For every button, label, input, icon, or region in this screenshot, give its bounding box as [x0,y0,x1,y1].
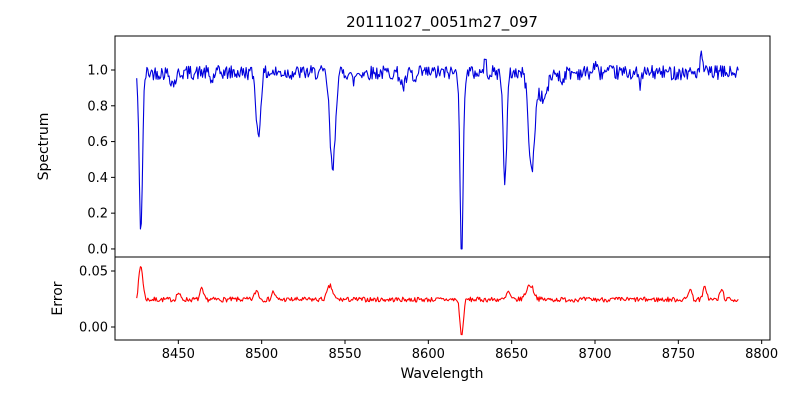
x-tick-label: 8750 [662,347,695,362]
x-tick-label: 8700 [578,347,611,362]
x-tick-label: 8600 [412,347,445,362]
y-tick-label: 0.4 [87,171,108,186]
x-axis-label: Wavelength [400,366,483,382]
y-tick-label: 1.0 [87,64,108,79]
y-tick-label: 0.8 [87,99,108,114]
y-tick-label: 0.00 [79,321,108,336]
x-tick-label: 8650 [495,347,528,362]
y-tick-label: 0.0 [87,242,108,257]
chart-title: 20111027_0051m27_097 [346,13,538,32]
y-tick-label: 0.2 [87,207,108,222]
error-line [136,266,739,336]
spectrum-y-axis-label: Spectrum [36,113,52,181]
error-panel: 0.00 0.05 8450 8500 8550 8600 8650 8700 8750 8800 [79,256,778,362]
x-tick-label: 8800 [745,347,778,362]
y-tick-label: 0.05 [79,265,108,280]
x-tick-label: 8500 [245,347,278,362]
y-tick-label: 0.6 [87,135,108,150]
x-tick-label: 8450 [162,347,195,362]
error-y-axis-label: Error [50,281,66,315]
error-spine [114,256,771,341]
spectrum-line [136,50,739,250]
spectrum-panel: 0.0 0.2 0.4 0.6 0.8 1.0 [87,35,771,258]
x-tick-label: 8550 [328,347,361,362]
